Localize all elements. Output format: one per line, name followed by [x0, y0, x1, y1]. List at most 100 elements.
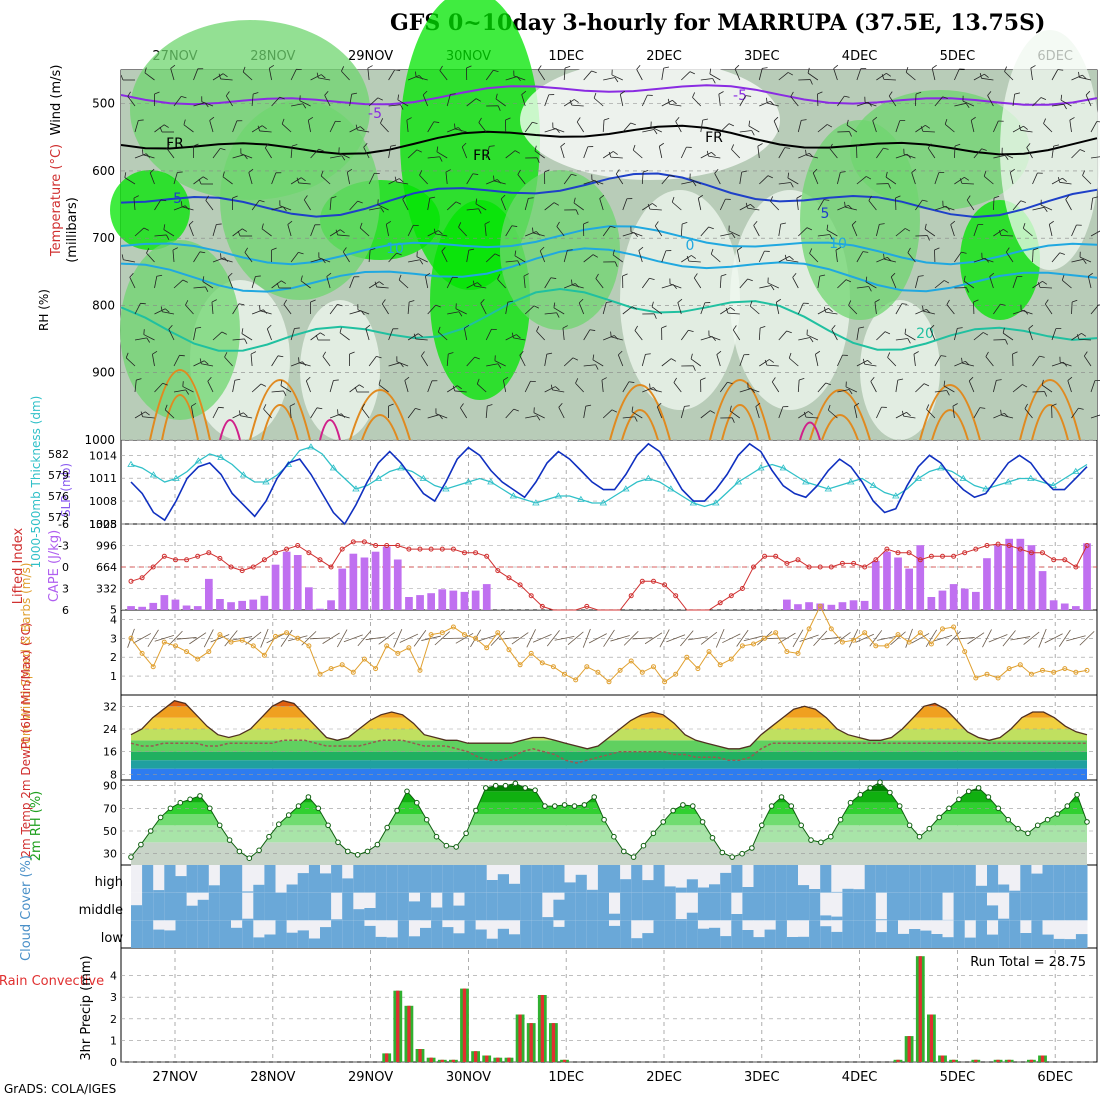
barb-staff [445, 172, 448, 185]
upper-wind-barb [837, 354, 848, 367]
barb-flag [318, 148, 324, 152]
upper-wind-barb [608, 151, 623, 159]
cloud-cell [275, 920, 288, 948]
barb-staff [486, 179, 498, 185]
barb-staff [368, 250, 371, 263]
barb-flag [472, 173, 479, 175]
upper-wind-barb [259, 305, 272, 315]
barb-flag [294, 327, 300, 329]
upper-wind-barb [641, 353, 651, 367]
barb-staff [689, 178, 701, 185]
cloud-cell [1053, 892, 1066, 921]
barb-staff [349, 276, 355, 289]
barb-flag [399, 178, 404, 183]
barb-flag [677, 298, 683, 303]
cape-bar [1027, 545, 1036, 610]
cloud-cell-bg [308, 920, 321, 948]
barb-staff [970, 120, 975, 133]
thickness-marker [622, 485, 630, 492]
upper-wind-barb [205, 195, 214, 211]
upper-wind-barb [778, 330, 792, 341]
barb-staff [523, 276, 526, 289]
surface-wind-barb [210, 634, 230, 643]
barb-staff [973, 148, 982, 159]
upper-wind-barb [833, 64, 839, 81]
thickness-tick-label: 576 [48, 490, 69, 503]
upper-wind-barb [146, 248, 155, 263]
rh-marker [473, 807, 479, 814]
barb-staff [727, 312, 740, 315]
barb-staff [732, 329, 741, 341]
precip-convective-bar [1007, 1059, 1011, 1062]
cloud-cell [1009, 892, 1021, 921]
upper-wind-barb [593, 92, 604, 107]
rh-marker [276, 821, 282, 828]
rh-marker [601, 816, 607, 823]
barb-flag [963, 275, 966, 282]
upper-wind-barb [193, 68, 204, 81]
barb-flag [243, 412, 248, 417]
lifted-index-marker [795, 557, 801, 563]
barb-flag [500, 194, 506, 200]
upper-wind-barb [883, 253, 896, 263]
barb-flag [689, 173, 691, 179]
barb-flag [1022, 223, 1026, 229]
barb-flag [378, 379, 381, 385]
barb-flag [159, 126, 163, 133]
upper-wind-barb [817, 124, 833, 133]
barb-flag [721, 274, 727, 277]
barb-flag [620, 90, 626, 95]
surface-barb-staff [632, 637, 653, 640]
upper-wind-barb [385, 220, 392, 237]
cloud-cell [509, 883, 521, 893]
lifted-index-marker [361, 539, 367, 545]
barb-staff [427, 198, 431, 211]
barb-staff [193, 251, 201, 263]
cloud-cell [720, 892, 732, 921]
rh-marker [621, 848, 627, 855]
barb-flag [845, 381, 847, 387]
upper-wind-barb [289, 403, 296, 419]
barb-staff [349, 200, 358, 211]
upper-wind-barb [505, 334, 521, 341]
thickness-marker [307, 443, 315, 450]
barb-staff [408, 259, 420, 263]
barb-flag [275, 172, 282, 174]
barb-flag [133, 195, 139, 199]
barb-staff [310, 258, 323, 263]
upper-wind-barb [1061, 275, 1072, 289]
barb-flag [455, 201, 462, 205]
surface-barb-staff [855, 633, 874, 643]
barb-staff [338, 152, 350, 159]
cloud-cell [153, 890, 165, 893]
cloud-cell-bg [386, 920, 399, 948]
barb-staff [993, 303, 1001, 315]
barb-flag [413, 333, 417, 340]
upper-wind-barb [329, 413, 346, 419]
upper-wind-barb [954, 327, 963, 341]
surface-barb-staff [203, 629, 214, 648]
surface-barb-staff [393, 629, 403, 648]
barb-flag [497, 274, 501, 280]
cloud-cell-bg [509, 865, 521, 893]
upper-wind-barb [521, 90, 527, 107]
rh-marker [335, 839, 341, 846]
barb-flag [587, 146, 594, 148]
lifted-index-marker [762, 553, 768, 559]
wind-speed-marker [873, 643, 879, 649]
barb-flag [436, 146, 439, 152]
cloud-cell [553, 865, 565, 893]
barb-flag [240, 148, 242, 154]
barb-flag [222, 171, 225, 177]
barb-staff [680, 406, 685, 419]
cloud-cell [731, 920, 743, 948]
cape-bar [1083, 543, 1091, 610]
barb-flag [764, 359, 768, 366]
precip-convective-bar [518, 1014, 522, 1062]
barb-staff [739, 172, 743, 185]
barb-flag [989, 272, 995, 277]
surface-barb-staff [700, 631, 718, 645]
barb-flag [833, 64, 839, 69]
barb-staff [127, 96, 136, 107]
upper-wind-barb [425, 272, 431, 289]
